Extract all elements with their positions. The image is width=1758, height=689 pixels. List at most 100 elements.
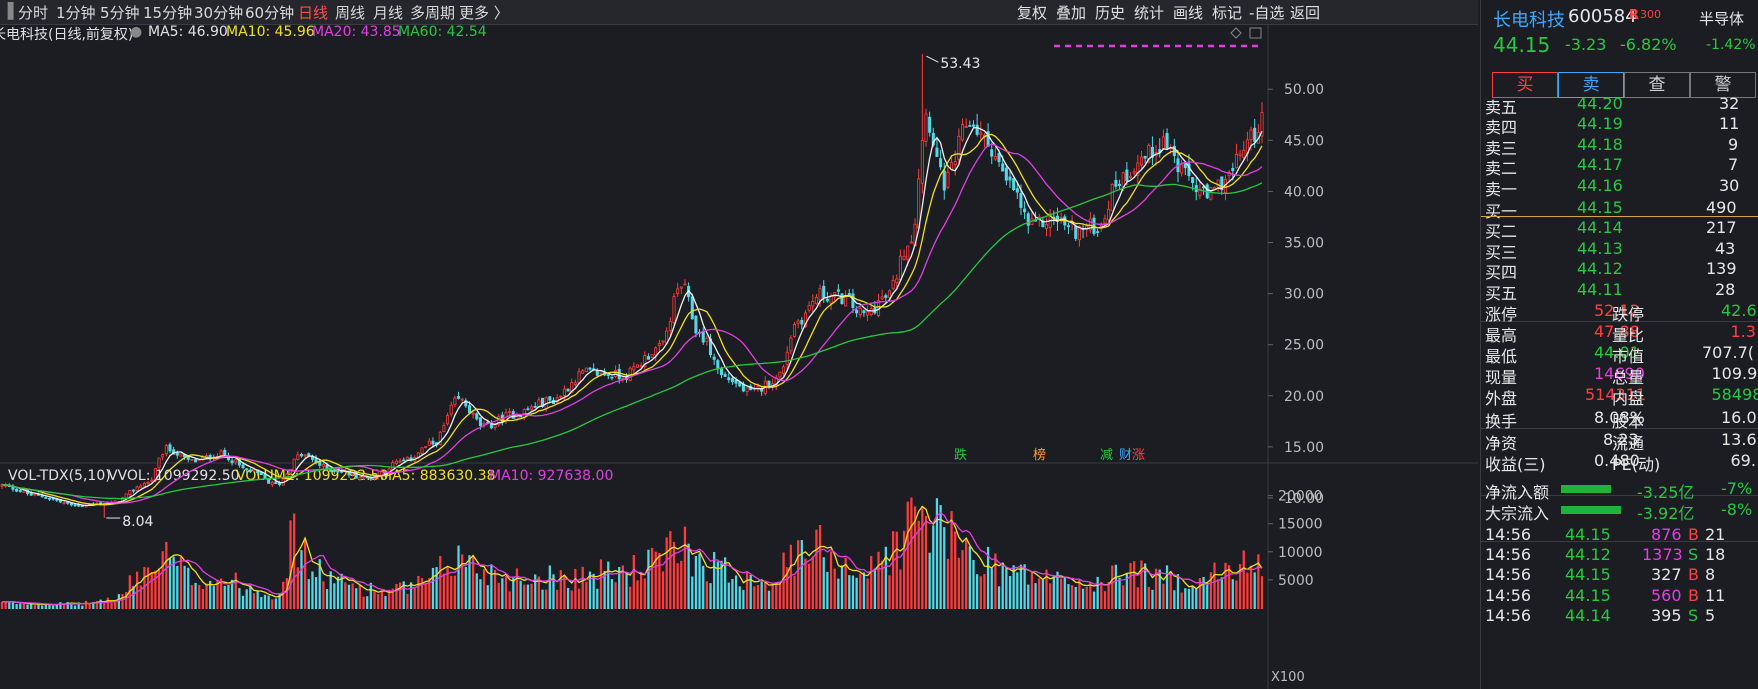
volume-bar <box>928 552 931 609</box>
candle-body <box>405 456 409 460</box>
volume-bar <box>541 589 544 609</box>
tool-statistics[interactable]: 统计 <box>1134 4 1165 22</box>
sector-name[interactable]: 半导体 <box>1699 10 1745 28</box>
period-tab-multi[interactable]: 多周期 <box>410 4 456 22</box>
candle-body <box>1209 187 1213 200</box>
stat-label: PE(动) <box>1612 455 1661 474</box>
ask-row: 卖二 44.17 7 <box>1481 155 1758 178</box>
stat-label: 流通 <box>1612 433 1645 453</box>
period-tab-more[interactable]: 更多 〉 <box>459 4 509 22</box>
kline-chart[interactable]: 50.00 45.00 40.00 35.00 30.00 25.00 20.00 15.00… <box>0 0 1478 689</box>
candle-body <box>971 124 976 127</box>
volume-bar <box>515 568 519 609</box>
candle-body <box>701 331 705 343</box>
ma60-label: MA60: 42.54 <box>398 24 487 40</box>
volume-bar <box>946 558 950 609</box>
candle-body <box>1212 187 1217 190</box>
period-tab-15min[interactable]: 15分钟 <box>143 4 193 22</box>
price-tick-label: 15.00 <box>1284 440 1324 456</box>
candle-body <box>858 307 862 316</box>
tick-count: 11 <box>1705 585 1726 605</box>
volume-bar <box>1078 580 1081 609</box>
volume-bar <box>786 567 789 609</box>
candle-body <box>526 408 530 411</box>
tool-overlay[interactable]: 叠加 <box>1056 4 1087 22</box>
price-tick-label: 10.00 <box>1284 491 1324 507</box>
volume-bar <box>37 603 40 609</box>
volume-bar <box>1253 572 1256 609</box>
period-tab-5min[interactable]: 5分钟 <box>100 4 140 22</box>
volume-bar <box>902 530 906 609</box>
volume-bar <box>629 586 632 609</box>
stat-label: 最高 <box>1485 326 1518 345</box>
period-tab-fenshi[interactable]: 分时 <box>18 4 49 22</box>
candle-body <box>296 454 300 460</box>
volume-tick-label: 15000 <box>1278 517 1323 533</box>
volume-bar <box>293 513 296 609</box>
volume-bar <box>986 546 990 609</box>
volume-bar <box>15 604 18 609</box>
volume-bar <box>150 572 153 609</box>
candle-body <box>712 356 716 360</box>
candle-body <box>234 459 238 463</box>
tool-drawing[interactable]: 画线 <box>1173 4 1204 22</box>
volume-bar <box>183 565 186 609</box>
volume-bar <box>81 605 84 609</box>
volume-bar <box>219 578 223 609</box>
volume-bar <box>227 584 230 609</box>
candle-body <box>1077 226 1081 241</box>
candle-body <box>676 288 680 295</box>
period-tab-60min[interactable]: 60分钟 <box>245 4 295 22</box>
tool-restore-rights[interactable]: 复权 <box>1017 4 1048 22</box>
period-tab-weekly[interactable]: 周线 <box>335 4 366 22</box>
query-button[interactable]: 查 <box>1624 72 1690 98</box>
candle-body <box>456 395 461 399</box>
volume-bar <box>829 551 833 609</box>
volume-bar <box>1158 569 1161 609</box>
chart-grid <box>0 24 1478 689</box>
buy-button[interactable]: 买 <box>1492 72 1558 98</box>
candle-body <box>632 366 636 371</box>
volume-bar <box>493 569 497 609</box>
volume-bar <box>187 567 190 609</box>
candle-body <box>898 255 902 281</box>
bid-label: 买四 <box>1485 263 1518 283</box>
alert-button[interactable]: 警 <box>1690 72 1756 98</box>
price-tick-label: 50.00 <box>1284 82 1324 98</box>
candle-body <box>33 493 37 496</box>
period-tab-monthly[interactable]: 月线 <box>373 4 404 22</box>
volume-bar <box>1154 568 1158 609</box>
candle-body <box>1150 146 1154 158</box>
volume-bar <box>734 575 738 609</box>
window-icon <box>1249 27 1262 39</box>
period-tab-30min[interactable]: 30分钟 <box>194 4 244 22</box>
tool-history[interactable]: 历史 <box>1095 4 1126 22</box>
tool-back[interactable]: 返回 <box>1290 4 1321 22</box>
candle-body <box>811 301 815 307</box>
volume-bar <box>340 573 343 609</box>
volume-bar <box>588 571 592 609</box>
candle-body <box>248 470 252 473</box>
menu-handle-icon[interactable]: ▐ <box>2 2 14 20</box>
period-tab-daily[interactable]: 日线 <box>298 4 329 22</box>
ask-row: 卖三 44.18 9 <box>1481 135 1758 158</box>
event-marker: 财 <box>1119 448 1132 463</box>
settings-circle-icon[interactable]: ● <box>130 24 143 40</box>
volume-bar <box>161 551 164 609</box>
volume-bar <box>566 587 570 609</box>
volume-bar <box>143 567 146 609</box>
tick-time: 14:56 <box>1485 525 1532 544</box>
price-tick-label: 20.00 <box>1284 389 1324 405</box>
period-tab-1min[interactable]: 1分钟 <box>56 4 96 22</box>
volume-bar <box>1140 560 1143 609</box>
tool-remove-watchlist[interactable]: -自选 <box>1249 4 1285 22</box>
tool-mark[interactable]: 标记 <box>1212 4 1243 22</box>
candle-body <box>1074 225 1078 239</box>
candle-body <box>292 458 296 471</box>
volume-bar <box>457 545 460 609</box>
volume-bar <box>1198 578 1202 609</box>
volume-bar <box>716 561 719 609</box>
volume-bar <box>559 570 562 609</box>
sell-button[interactable]: 卖 <box>1558 72 1624 98</box>
candle-body <box>402 459 406 462</box>
